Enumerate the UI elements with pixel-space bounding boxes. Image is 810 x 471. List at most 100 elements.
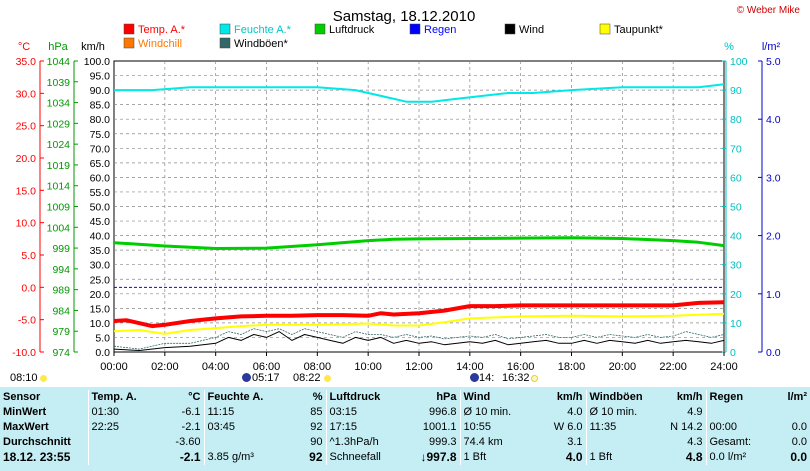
- legend-label: Regen: [424, 24, 456, 36]
- humidity-tick-label: 90: [730, 85, 742, 97]
- temp-tick-label: 35.0: [16, 56, 37, 68]
- sunset-time: 16:32: [502, 372, 530, 384]
- stats-cell: 4.3: [687, 436, 703, 448]
- wind-tick-label: 80.0: [90, 114, 111, 126]
- stats-cell: Windböen: [585, 390, 652, 405]
- stats-cell: W 6.0: [553, 421, 583, 433]
- legend-label: Windchill: [138, 38, 182, 50]
- legend-swatch: [504, 23, 516, 35]
- temp-tick-label: 0.0: [21, 282, 36, 294]
- wind-tick-label: 100.0: [84, 56, 110, 68]
- pressure-tick-label: 1044: [47, 56, 71, 68]
- stats-row: MaxWert 22:25 -2.1 03:45 92 17:15 1001.1 10:55 W…: [0, 420, 810, 435]
- pressure-tick-label: 1024: [47, 139, 71, 151]
- grid: [114, 61, 724, 352]
- stats-header-row: Sensor Temp. A. °C Feuchte A.% Luftdruck hPa W…: [0, 390, 810, 405]
- wind-tick-label: 60.0: [90, 172, 111, 184]
- humidity-tick-label: 60: [730, 172, 742, 184]
- stats-row: MinWert 01:30 -6.1 11:15 85 03:15 996.8 Ø 10 mi…: [0, 405, 810, 420]
- humidity-tick-label: 40: [730, 231, 742, 243]
- stats-cell: [87, 435, 146, 450]
- stats-cell: Ø 10 min.: [459, 405, 526, 420]
- stats-cell: [203, 435, 272, 450]
- wind-tick-label: 95.0: [90, 71, 111, 83]
- stats-cell: hPa: [436, 391, 457, 403]
- stats-cell: 11:15: [203, 405, 272, 420]
- humidity-axis-unit: %: [724, 41, 734, 53]
- legend-label: Taupunkt*: [614, 24, 664, 36]
- legend-swatch: [314, 23, 326, 35]
- temp-tick-label: 20.0: [16, 153, 37, 165]
- stats-cell: 22:25: [87, 420, 146, 435]
- pressure-tick-label: 974: [52, 347, 70, 359]
- stats-cell: [87, 450, 146, 465]
- legend-swatch: [219, 37, 231, 49]
- wind-axis-unit: km/h: [81, 41, 105, 53]
- axes: 35.0 30.0 25.0 20.0 15.0 10.0 5.0 0.0 -5.0 -10.0 1…: [12, 56, 781, 359]
- moonrise-time: 14:: [479, 372, 494, 384]
- temp-tick-label: -5.0: [18, 315, 36, 327]
- stats-cell: 11:35: [585, 420, 652, 435]
- x-tick-label: 24:00: [710, 361, 738, 373]
- x-tick-label: 18:00: [558, 361, 586, 373]
- stats-cell: %: [312, 391, 323, 403]
- legend-swatch: [123, 37, 135, 49]
- pressure-tick-label: 989: [52, 285, 70, 297]
- stats-cell: 4.9: [687, 406, 703, 418]
- x-tick-label: 00:00: [100, 361, 128, 373]
- chart-title: Samstag, 18.12.2010: [333, 8, 476, 25]
- x-tick-label: 08:00: [304, 361, 332, 373]
- series-line-taupunkt: [113, 312, 725, 335]
- pressure-tick-label: 994: [52, 264, 70, 276]
- series-line-tempa: [113, 300, 725, 329]
- stats-cell: 10:55: [459, 420, 526, 435]
- legend-label: Temp. A.*: [138, 24, 186, 36]
- wind-tick-label: 20.0: [90, 289, 111, 301]
- stats-cell: Schneefall: [325, 450, 394, 465]
- wind-tick-label: 65.0: [90, 158, 111, 170]
- stats-cell: -3.60: [175, 436, 201, 448]
- copyright-label: © Weber Mike: [737, 5, 801, 16]
- stats-cell: °C: [188, 391, 201, 403]
- stats-cell: Luftdruck: [325, 390, 394, 405]
- series: [113, 83, 725, 351]
- stats-cell: ↓997.8: [420, 450, 457, 464]
- x-tick-label: 16:00: [507, 361, 535, 373]
- x-axis: 00:00 02:00 04:00 06:00 08:00 10:00 12:00 14:00…: [100, 352, 738, 373]
- stats-row: 18.12. 23:55 -2.1 3.85 g/m³ 92 Schneefall ↓99…: [0, 450, 810, 465]
- wind-tick-label: 0.0: [95, 347, 110, 359]
- x-tick-label: 04:00: [202, 361, 230, 373]
- x-tick-label: 02:00: [151, 361, 179, 373]
- series-line-feuchtea: [114, 83, 725, 103]
- wind-tick-label: 45.0: [90, 216, 111, 228]
- stats-cell: km/h: [556, 391, 583, 403]
- series-line-windben: [113, 328, 725, 350]
- stats-cell: 0.0: [791, 421, 807, 433]
- wind-tick-label: 40.0: [90, 231, 111, 243]
- humidity-tick-label: 10: [730, 318, 742, 330]
- legend-label: Windböen*: [234, 38, 289, 50]
- x-tick-label: 12:00: [405, 361, 433, 373]
- sun-icon-2: [324, 375, 331, 382]
- stats-cell: 0.0 l/m²: [705, 450, 764, 465]
- rain-tick-label: 4.0: [766, 114, 781, 126]
- stats-cell: Sensor: [3, 391, 41, 403]
- stats-table: Sensor Temp. A. °C Feuchte A.% Luftdruck hPa W…: [0, 390, 810, 465]
- x-tick-label: 14:00: [456, 361, 484, 373]
- stats-cell: Durchschnitt: [3, 436, 71, 448]
- wind-tick-label: 30.0: [90, 260, 111, 272]
- rain-tick-label: 5.0: [766, 56, 781, 68]
- stats-cell: [764, 405, 810, 420]
- pressure-tick-label: 1009: [47, 202, 71, 214]
- humidity-tick-label: 70: [730, 143, 742, 155]
- moonset-time: 05:17: [252, 372, 280, 384]
- stats-row: Durchschnitt -3.60 90 ^1.3hPa/h 999.3 74.4 km…: [0, 435, 810, 450]
- rain-tick-label: 1.0: [766, 289, 781, 301]
- rain-tick-label: 0.0: [766, 347, 781, 359]
- temp-tick-label: 30.0: [16, 88, 37, 100]
- stats-cell: 4.0: [567, 406, 583, 418]
- humidity-tick-label: 0: [730, 347, 736, 359]
- rain-tick-label: 3.0: [766, 172, 781, 184]
- moon-icon-2: [470, 373, 479, 382]
- legend-swatch: [219, 23, 231, 35]
